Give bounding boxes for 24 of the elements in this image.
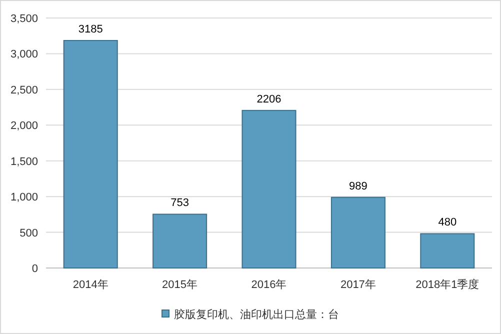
data-label: 3185 xyxy=(78,24,103,36)
y-tick-label: 3,000 xyxy=(10,48,38,61)
bar xyxy=(330,196,386,268)
data-label: 753 xyxy=(170,197,189,210)
y-tick-label: 2,000 xyxy=(10,120,38,132)
data-label: 989 xyxy=(349,180,368,192)
y-tick-label: 2,500 xyxy=(10,84,38,96)
y-tick-label: 1,500 xyxy=(10,156,38,168)
bar xyxy=(63,40,118,268)
y-tick-label: 0 xyxy=(32,263,38,275)
x-tick-label: 2018年1季度 xyxy=(416,278,480,291)
x-tick-label: 2014年 xyxy=(72,279,108,291)
legend-label: 胶版复印机、油印机出口总量：台 xyxy=(174,308,339,321)
y-tick-label: 500 xyxy=(20,227,38,240)
data-label: 2206 xyxy=(256,93,282,106)
x-tick-label: 2017年 xyxy=(340,279,376,291)
x-tick-label: 2015年 xyxy=(162,279,198,291)
x-tick-label: 2016年 xyxy=(251,279,287,291)
bar xyxy=(420,233,475,268)
y-tick-label: 1,000 xyxy=(10,192,38,204)
bar xyxy=(152,214,208,268)
bar xyxy=(242,110,296,268)
data-label: 480 xyxy=(438,216,457,229)
y-tick-label: 3,500 xyxy=(10,13,38,25)
